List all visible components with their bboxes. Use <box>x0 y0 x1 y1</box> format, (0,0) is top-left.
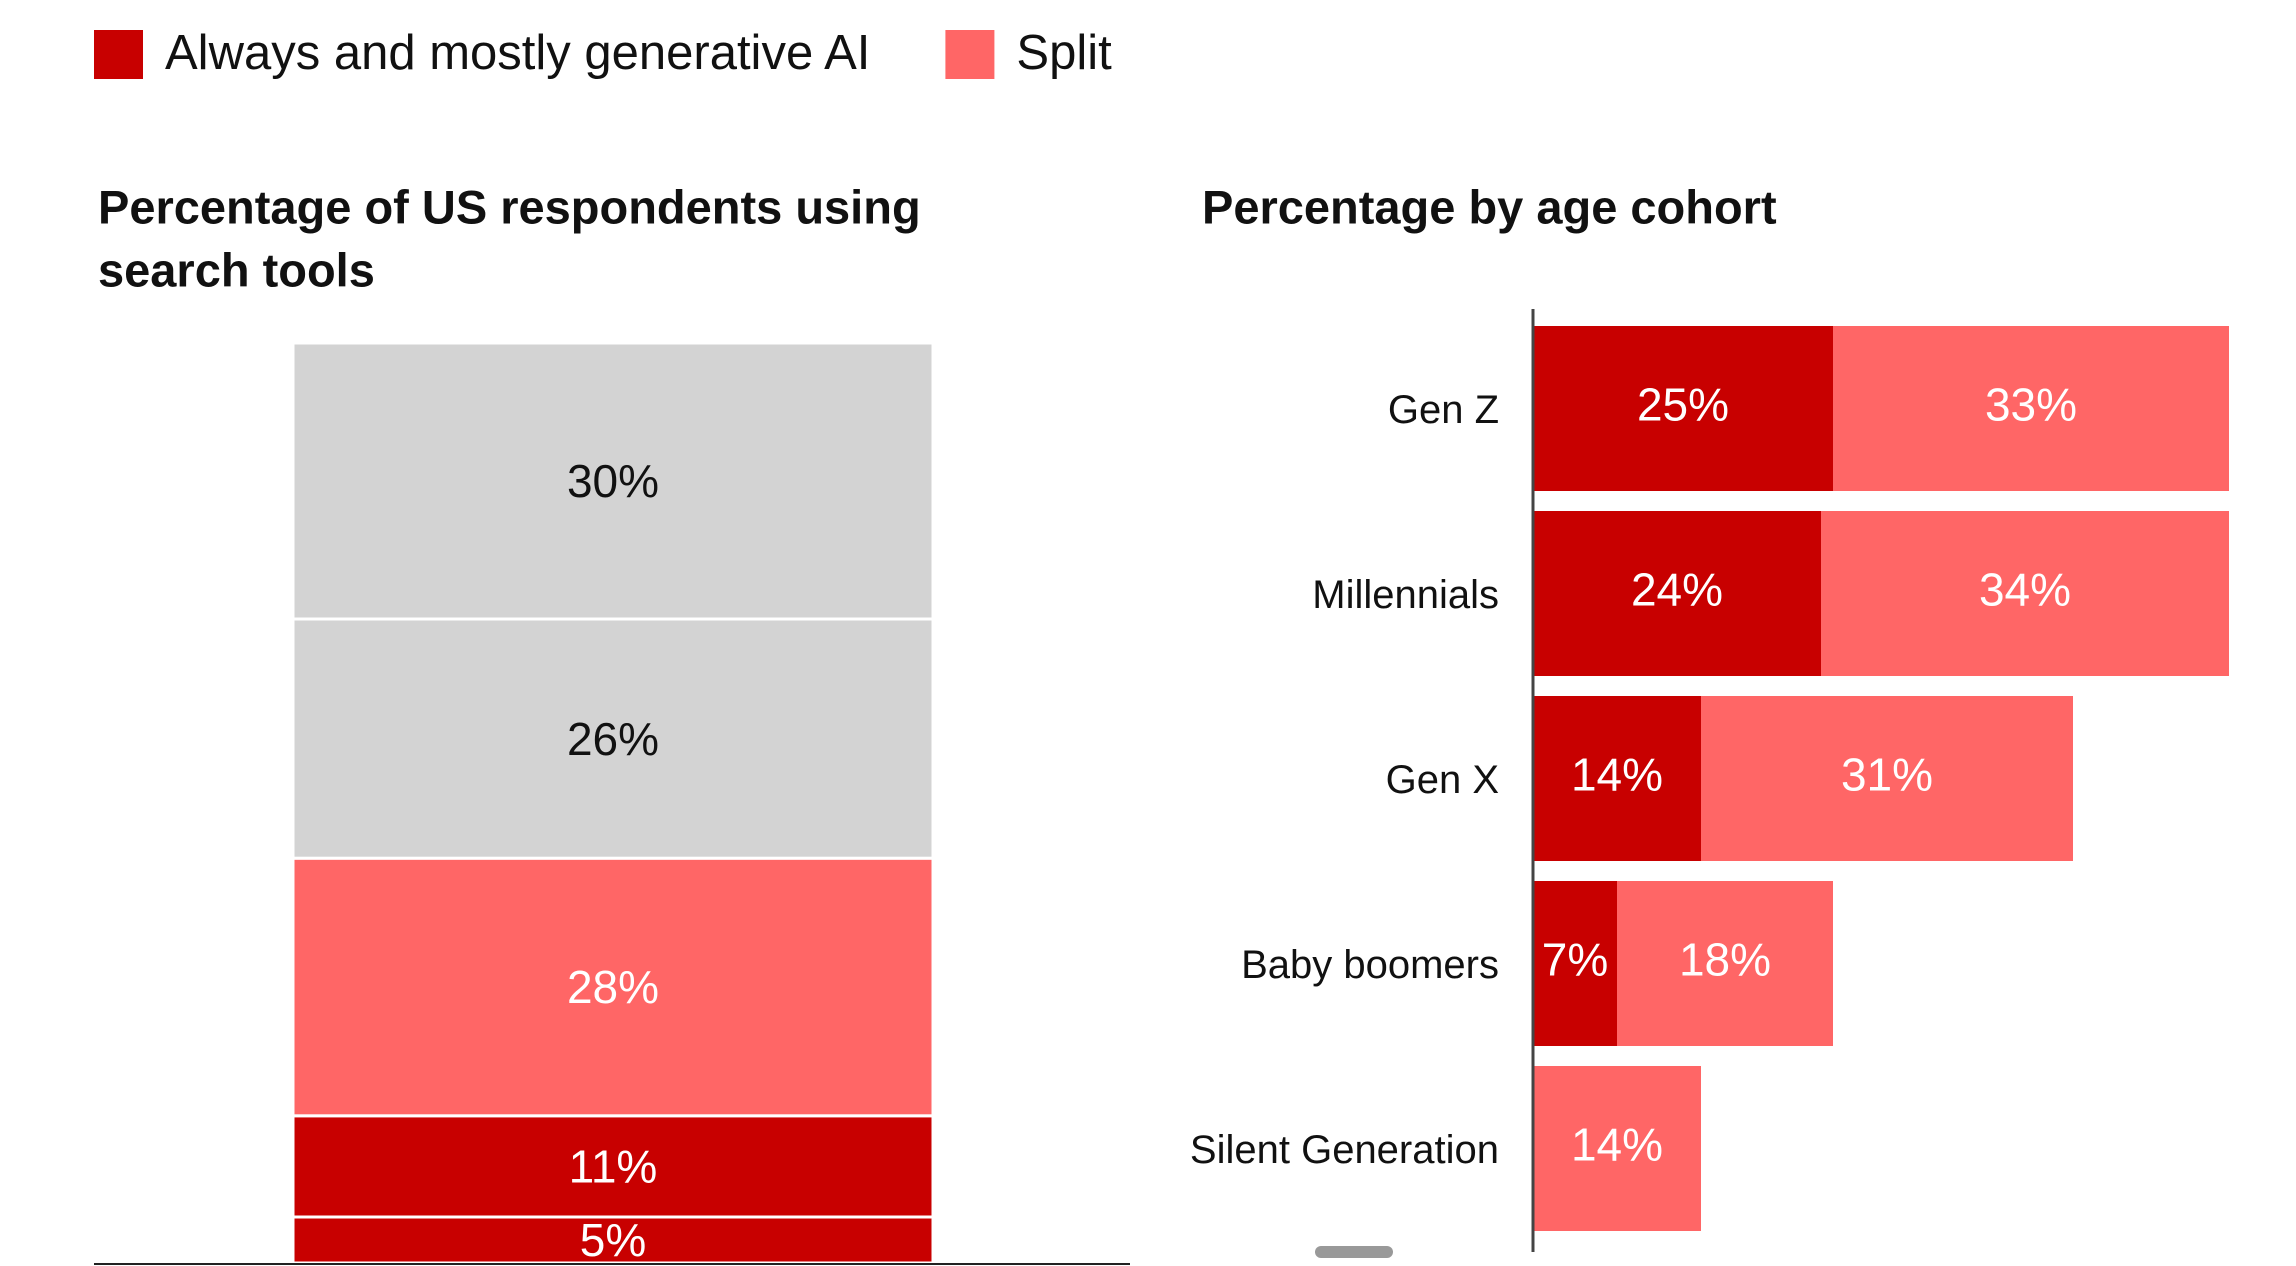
bar-segment <box>1617 881 1833 1046</box>
scrollbar[interactable] <box>1315 1246 1393 1258</box>
bar-segment <box>1701 696 2073 861</box>
value-label: 14% <box>1571 1119 1663 1171</box>
segment <box>291 1215 935 1265</box>
legend-label: Split <box>1016 26 1112 80</box>
bar-segment <box>1821 511 2229 676</box>
right-title: Percentage by age cohort <box>1202 180 1777 233</box>
segment <box>291 1114 935 1219</box>
value-label: 11% <box>569 1141 658 1193</box>
value-label: 34% <box>1979 564 2071 616</box>
segment <box>291 341 935 621</box>
value-label: 26% <box>567 713 659 765</box>
value-label: 18% <box>1679 934 1771 986</box>
legend-label: Always and mostly generative AI <box>165 26 870 80</box>
value-label: 25% <box>1637 379 1729 431</box>
segment <box>291 617 935 860</box>
left-title: search tools <box>98 243 375 296</box>
left-title: Percentage of US respondents using <box>98 180 921 233</box>
bar-segment <box>1533 511 1821 676</box>
category-label: Silent Generation <box>1190 1128 1499 1172</box>
category-label: Baby boomers <box>1241 943 1499 987</box>
bar-segment <box>1533 1066 1701 1231</box>
bar-segment <box>1533 881 1617 1046</box>
bar-segment <box>1533 326 1833 491</box>
category-label: Gen Z <box>1388 388 1499 432</box>
bar-segment <box>1533 696 1701 861</box>
value-label: 5% <box>580 1214 646 1266</box>
value-label: 30% <box>567 455 659 507</box>
category-label: Millennials <box>1312 573 1499 617</box>
value-label: 28% <box>567 961 659 1013</box>
bar-segment <box>1833 326 2229 491</box>
value-label: 33% <box>1985 379 2077 431</box>
legend-swatch <box>94 30 143 79</box>
value-label: 7% <box>1542 934 1608 986</box>
category-label: Gen X <box>1386 758 1499 802</box>
value-label: 31% <box>1841 749 1933 801</box>
value-label: 24% <box>1631 564 1723 616</box>
value-label: 14% <box>1571 749 1663 801</box>
legend-swatch <box>945 30 995 79</box>
